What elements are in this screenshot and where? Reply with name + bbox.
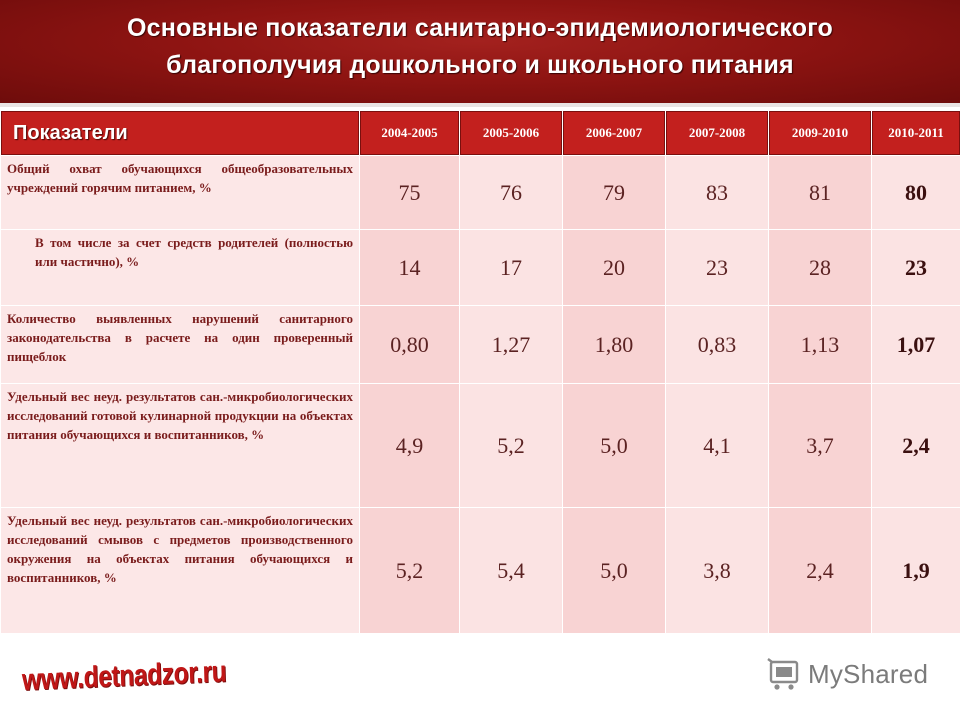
row-label: Удельный вес неуд. результатов сан.-микр… bbox=[0, 383, 360, 508]
cell-value: 79 bbox=[562, 155, 666, 230]
header-year: 2006-2007 bbox=[562, 110, 666, 156]
cell-value: 5,4 bbox=[459, 507, 563, 634]
cell-value: 3,7 bbox=[768, 383, 872, 508]
page-title: Основные показатели санитарно-эпидемиоло… bbox=[0, 10, 960, 84]
cell-value: 83 bbox=[665, 155, 769, 230]
cell-value: 23 bbox=[665, 229, 769, 306]
title-divider bbox=[0, 103, 960, 107]
table-row: Общий охват обучающихся общеобразователь… bbox=[0, 155, 960, 230]
cell-value-current: 1,07 bbox=[871, 305, 960, 384]
cell-value: 1,13 bbox=[768, 305, 872, 384]
cell-value: 3,8 bbox=[665, 507, 769, 634]
cell-value: 1,27 bbox=[459, 305, 563, 384]
site-url[interactable]: www.detnadzor.ru bbox=[21, 655, 227, 697]
cell-value-current: 1,9 bbox=[871, 507, 960, 634]
cell-value-current: 80 bbox=[871, 155, 960, 230]
title-line-2: благополучия дошкольного и школьного пит… bbox=[166, 51, 794, 79]
cell-value: 28 bbox=[768, 229, 872, 306]
cell-value: 81 bbox=[768, 155, 872, 230]
cell-value-current: 23 bbox=[871, 229, 960, 306]
table-header-row: Показатели 2004-2005 2005-2006 2006-2007… bbox=[0, 110, 960, 156]
header-year: 2005-2006 bbox=[459, 110, 563, 156]
cell-value: 0,80 bbox=[359, 305, 460, 384]
shopping-cart-icon bbox=[767, 658, 799, 690]
cell-value: 5,0 bbox=[562, 383, 666, 508]
row-label: Количество выявленных нарушений санитарн… bbox=[0, 305, 360, 384]
header-year: 2010-2011 bbox=[871, 110, 960, 156]
cell-value: 17 bbox=[459, 229, 563, 306]
cell-value: 76 bbox=[459, 155, 563, 230]
row-label: В том числе за счет средств родителей (п… bbox=[0, 229, 360, 306]
brand-logo[interactable]: MyShared bbox=[766, 654, 928, 694]
title-line-1: Основные показатели санитарно-эпидемиоло… bbox=[127, 14, 833, 42]
row-label: Удельный вес неуд. результатов сан.-микр… bbox=[0, 507, 360, 634]
table-row: Удельный вес неуд. результатов сан.-микр… bbox=[0, 507, 960, 634]
title-banner: Основные показатели санитарно-эпидемиоло… bbox=[0, 0, 960, 103]
cell-value: 0,83 bbox=[665, 305, 769, 384]
cell-value: 20 bbox=[562, 229, 666, 306]
cell-value: 1,80 bbox=[562, 305, 666, 384]
cell-value: 14 bbox=[359, 229, 460, 306]
cell-value: 75 bbox=[359, 155, 460, 230]
table-row: В том числе за счет средств родителей (п… bbox=[0, 229, 960, 306]
cell-value: 5,2 bbox=[359, 507, 460, 634]
cell-value: 5,2 bbox=[459, 383, 563, 508]
cell-value-current: 2,4 bbox=[871, 383, 960, 508]
cell-value: 4,9 bbox=[359, 383, 460, 508]
table-row: Удельный вес неуд. результатов сан.-микр… bbox=[0, 383, 960, 508]
header-year: 2004-2005 bbox=[359, 110, 460, 156]
brand-name: MyShared bbox=[808, 658, 929, 689]
cell-value: 4,1 bbox=[665, 383, 769, 508]
row-label: Общий охват обучающихся общеобразователь… bbox=[0, 155, 360, 230]
header-indicators: Показатели bbox=[0, 110, 360, 156]
indicators-table: Показатели 2004-2005 2005-2006 2006-2007… bbox=[0, 110, 960, 634]
cell-value: 5,0 bbox=[562, 507, 666, 634]
table-row: Количество выявленных нарушений санитарн… bbox=[0, 305, 960, 384]
header-year: 2007-2008 bbox=[665, 110, 769, 156]
cell-value: 2,4 bbox=[768, 507, 872, 634]
header-year: 2009-2010 bbox=[768, 110, 872, 156]
